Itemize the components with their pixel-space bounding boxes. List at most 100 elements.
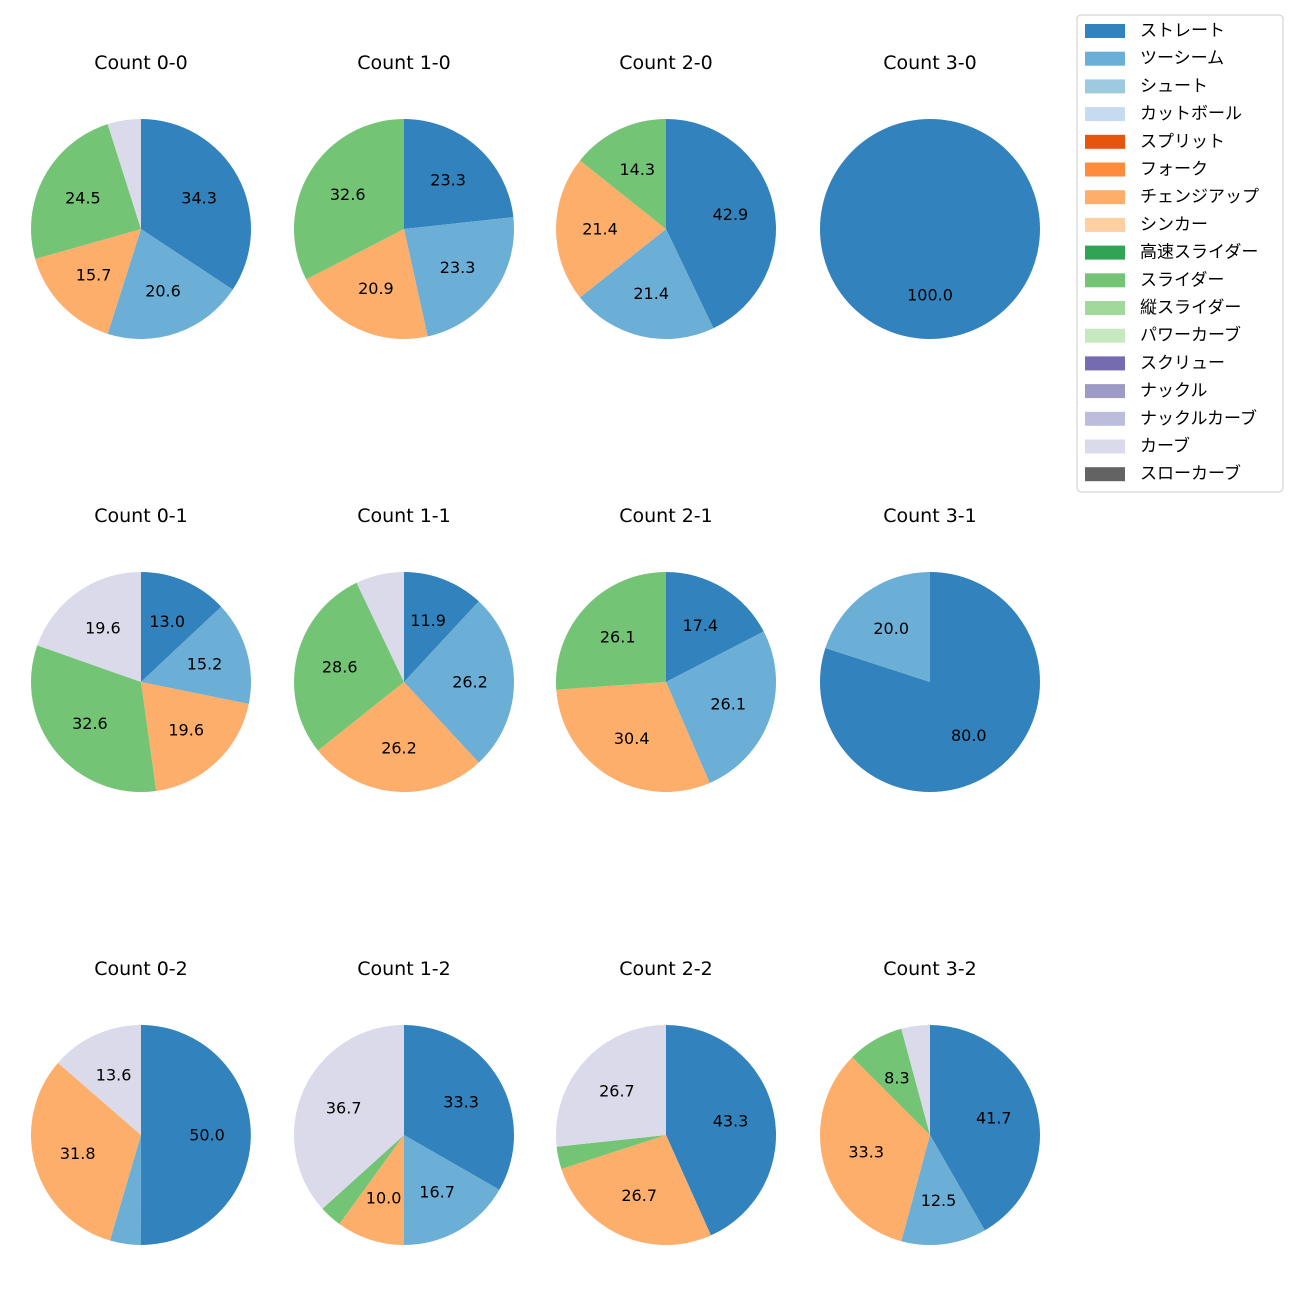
- slice-label: 21.4: [582, 220, 618, 239]
- pie-title: Count 1-1: [357, 505, 451, 527]
- legend-swatch: [1085, 439, 1125, 454]
- legend-item: ストレート: [1085, 21, 1225, 41]
- pie-slice: [404, 217, 515, 337]
- legend-swatch: [1085, 217, 1125, 232]
- pie-slice: [141, 572, 222, 682]
- legend-swatch: [1085, 273, 1125, 288]
- pie-slice: [820, 1057, 930, 1242]
- pie-slice: [35, 229, 141, 334]
- pie-slice: [141, 682, 249, 791]
- pie-title: Count 2-2: [619, 958, 713, 980]
- slice-label: 26.1: [600, 628, 636, 647]
- slice-label: 43.3: [713, 1112, 749, 1131]
- pie-slice: [556, 1025, 666, 1147]
- pie-title: Count 2-1: [619, 505, 713, 527]
- slice-label: 30.4: [614, 729, 650, 748]
- pie-slice: [322, 1135, 404, 1224]
- pie-slice: [666, 1025, 777, 1236]
- pie-slice: [404, 572, 479, 682]
- legend: ストレートツーシームシュートカットボールスプリットフォークチェンジアップシンカー…: [1076, 14, 1284, 493]
- legend-item: スプリット: [1085, 132, 1225, 152]
- pie-slice: [555, 572, 666, 690]
- pie-slice: [404, 601, 514, 763]
- pie-title: Count 0-1: [94, 505, 188, 527]
- slice-label: 32.6: [72, 714, 108, 733]
- pie-slice: [666, 631, 777, 783]
- legend-item: スクリュー: [1085, 353, 1225, 373]
- slice-label: 36.7: [326, 1099, 362, 1118]
- slice-label: 23.3: [440, 258, 476, 277]
- slice-label: 80.0: [951, 726, 987, 745]
- pie-slice: [141, 606, 251, 704]
- pie-slice: [293, 1025, 404, 1209]
- slice-label: 26.7: [621, 1186, 657, 1205]
- pie-slice: [404, 1135, 500, 1245]
- pie-title: Count 3-2: [883, 958, 977, 980]
- slice-label: 10.0: [366, 1188, 402, 1207]
- legend-item: シュート: [1085, 76, 1208, 96]
- legend-swatch: [1085, 79, 1125, 94]
- pie-count-1-2: Count 1-2 33.3 16.7 10.0 36.7: [293, 958, 515, 1245]
- slice-label: 21.4: [633, 284, 669, 303]
- pie-slice: [852, 1028, 930, 1135]
- legend-item: ナックルカーブ: [1085, 408, 1257, 429]
- legend-swatch: [1085, 245, 1125, 260]
- pie-slice: [901, 1135, 985, 1245]
- legend-item: カーブ: [1085, 436, 1190, 457]
- pie-count-2-0: Count 2-0 42.9 21.4 21.4 14.3: [556, 52, 776, 339]
- legend-swatch: [1085, 162, 1125, 177]
- slice-label: 19.6: [168, 721, 204, 740]
- legend-label: ナックル: [1140, 381, 1208, 401]
- pie-slice: [317, 682, 479, 792]
- legend-swatch: [1085, 107, 1125, 122]
- pie-slice: [107, 229, 233, 340]
- slice-label: 12.5: [921, 1191, 957, 1210]
- legend-label: ツーシーム: [1140, 49, 1224, 69]
- slice-label: 14.3: [619, 160, 655, 179]
- legend-label: チェンジアップ: [1140, 187, 1259, 207]
- legend-item: スライダー: [1085, 270, 1224, 290]
- slice-label: 19.6: [85, 619, 121, 638]
- slice-label: 11.9: [410, 611, 446, 630]
- legend-item: フォーク: [1085, 160, 1208, 180]
- pie-count-2-2: Count 2-2 43.3 26.7 26.7: [556, 958, 777, 1246]
- pie-count-2-1: Count 2-1 17.4 26.1 30.4 26.1: [555, 505, 777, 792]
- pie-title: Count 0-0: [94, 52, 188, 74]
- legend-item: チェンジアップ: [1085, 187, 1259, 207]
- legend-item: カットボール: [1085, 104, 1242, 124]
- pie-slice: [820, 119, 1040, 339]
- legend-swatch: [1085, 328, 1125, 343]
- slice-label: 13.6: [96, 1065, 132, 1084]
- pie-title: Count 3-0: [883, 52, 977, 74]
- slice-label: 26.7: [599, 1081, 635, 1100]
- legend-label: スローカーブ: [1140, 463, 1241, 484]
- slice-label: 33.3: [443, 1092, 479, 1111]
- pie-slice: [31, 124, 141, 260]
- legend-label: シンカー: [1140, 215, 1208, 235]
- slice-label: 41.7: [976, 1109, 1012, 1128]
- pie-slice: [37, 572, 141, 682]
- pie-title: Count 2-0: [619, 52, 713, 74]
- pie-slice: [579, 118, 666, 229]
- slice-label: 28.6: [322, 658, 358, 677]
- slice-label: 42.9: [713, 205, 749, 224]
- slice-label: 33.3: [848, 1143, 884, 1162]
- slice-label: 32.6: [330, 185, 366, 204]
- pie-count-3-0: Count 3-0 100.0: [820, 52, 1040, 339]
- pie-slice: [356, 572, 404, 682]
- legend-swatch: [1085, 356, 1125, 371]
- pie-slice: [339, 1135, 404, 1245]
- slice-label: 50.0: [189, 1126, 225, 1145]
- legend-swatch: [1085, 411, 1125, 426]
- legend-label: カットボール: [1140, 104, 1242, 124]
- legend-frame: [1076, 14, 1284, 493]
- pie-title: Count 3-1: [883, 505, 977, 527]
- pie-slice: [404, 119, 514, 229]
- pie-count-1-1: Count 1-1 11.9 26.2 26.2 28.6: [294, 505, 514, 792]
- pie-slice: [109, 1135, 141, 1245]
- pie-slice: [556, 160, 666, 298]
- pie-count-3-2: Count 3-2 41.7 12.5 33.3 8.3: [820, 958, 1041, 1245]
- slice-label: 20.9: [358, 279, 394, 298]
- pie-slice: [579, 229, 714, 339]
- legend-swatch: [1085, 24, 1125, 38]
